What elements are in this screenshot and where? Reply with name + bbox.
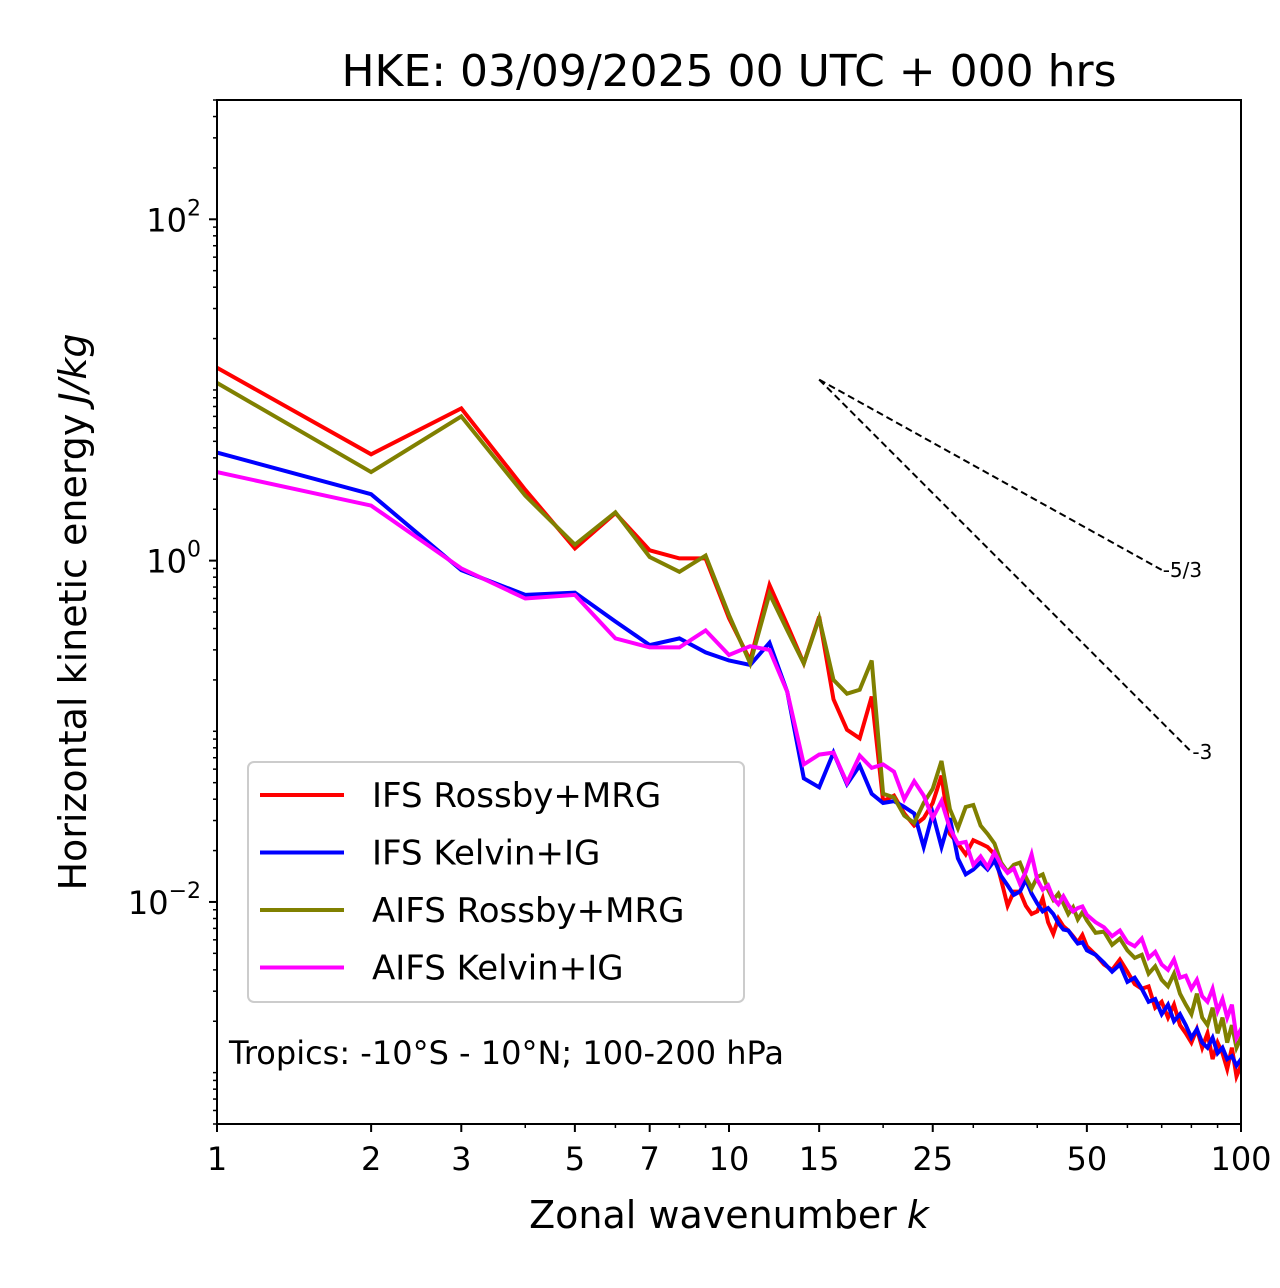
- legend-label-aifs-kelvin-ig: AIFS Kelvin+IG: [372, 949, 624, 989]
- series-layer: [217, 365, 1241, 1084]
- slope-label-3: -3: [1192, 740, 1212, 764]
- x-axis-label: Zonal wavenumber k: [529, 1193, 931, 1237]
- x-tick-label-25: 25: [912, 1140, 953, 1178]
- legend: IFS Rossby+MRG IFS Kelvin+IG AIFS Rossby+M…: [247, 761, 745, 1003]
- y-tick-label: 100: [146, 538, 201, 581]
- y-axis-label-unit: J/kg: [51, 333, 95, 410]
- y-tick-base: 10: [146, 201, 187, 239]
- x-tick-label-5: 5: [565, 1140, 585, 1178]
- series-line-aifs-kelvin-ig: [217, 470, 1241, 1045]
- chart-title: HKE: 03/09/2025 00 UTC + 000 hrs: [341, 46, 1116, 97]
- y-axis-label-text: Horizontal kinetic energy: [51, 414, 95, 891]
- y-axis-label: Horizontal kinetic energyJ/kg: [51, 333, 95, 890]
- x-tick-label-2: 2: [361, 1140, 381, 1178]
- x-tick-label-7: 7: [640, 1140, 660, 1178]
- legend-label-aifs-rossby-mrg: AIFS Rossby+MRG: [372, 891, 684, 931]
- legend-frame: [247, 761, 745, 1003]
- legend-label-ifs-kelvin-ig: IFS Kelvin+IG: [372, 834, 600, 874]
- region-annotation: Tropics: -10°S - 10°N; 100-200 hPa: [228, 1034, 784, 1072]
- x-axis-label-text: Zonal wavenumber: [529, 1193, 897, 1237]
- x-axis-label-var: k: [907, 1193, 931, 1237]
- slope-label-5-3: -5/3: [1163, 558, 1202, 582]
- axes-frame: [216, 99, 1242, 1125]
- x-tick-label-100: 100: [1210, 1140, 1271, 1178]
- y-tick-exponent: 2: [187, 196, 201, 221]
- x-tick-label-50: 50: [1067, 1140, 1108, 1178]
- y-tick-label: 102: [146, 196, 201, 239]
- y-tick-exponent: −2: [169, 879, 201, 904]
- reference-slopes: -5/3 -3: [818, 378, 1212, 764]
- y-tick-exponent: 0: [187, 538, 201, 563]
- series-line-aifs-rossby-mrg: [217, 380, 1241, 1055]
- legend-label-ifs-rossby-mrg: IFS Rossby+MRG: [372, 776, 661, 816]
- x-tick-label-15: 15: [799, 1140, 840, 1178]
- x-tick-label-10: 10: [709, 1140, 750, 1178]
- y-tick-base: 10: [146, 543, 187, 581]
- y-tick-base: 10: [128, 884, 169, 922]
- x-tick-label-3: 3: [451, 1140, 471, 1178]
- y-tick-label: 10−2: [128, 879, 201, 922]
- x-tick-label-1: 1: [207, 1140, 227, 1178]
